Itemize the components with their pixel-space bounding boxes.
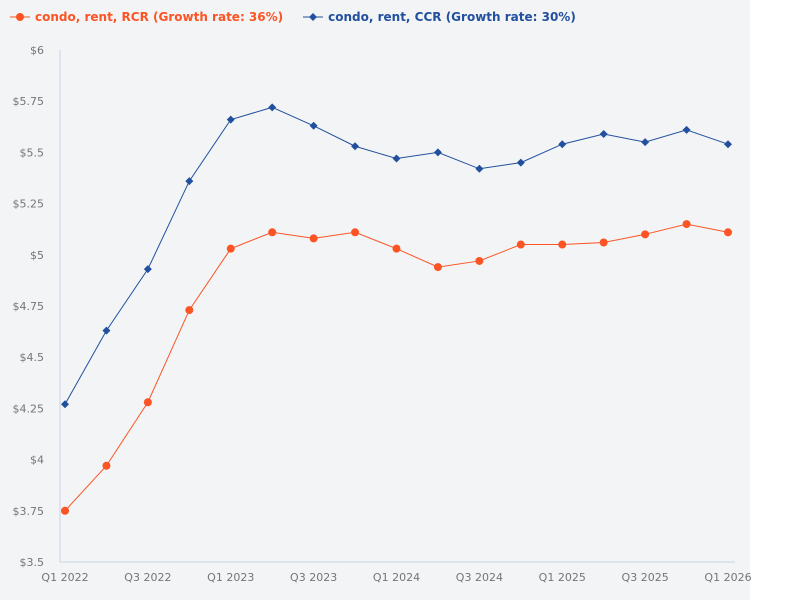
data-point	[268, 103, 277, 112]
data-point	[516, 158, 525, 167]
data-point	[475, 164, 484, 173]
data-point	[433, 263, 442, 272]
data-point	[641, 230, 650, 239]
data-point	[599, 238, 608, 247]
data-point	[309, 234, 318, 243]
x-tick-label: Q1 2022	[41, 571, 88, 584]
diamond-marker-icon	[303, 13, 324, 21]
y-tick-label: $3.5	[20, 556, 45, 569]
series-line-1	[64, 106, 729, 405]
x-tick-label: Q3 2022	[124, 571, 171, 584]
y-tick-label: $4.5	[20, 351, 45, 364]
data-point	[433, 148, 442, 157]
x-tick-label: Q1 2024	[373, 571, 420, 584]
data-point	[682, 125, 691, 134]
legend: condo, rent, RCR (Growth rate: 36%) cond…	[10, 10, 576, 24]
data-point	[516, 240, 525, 249]
data-point	[143, 265, 152, 274]
x-tick-label: Q1 2025	[539, 571, 586, 584]
data-point	[641, 138, 650, 147]
y-tick-label: $4.25	[13, 402, 45, 415]
plot-background	[0, 0, 750, 600]
data-point	[475, 256, 484, 265]
data-point	[558, 140, 567, 149]
data-point	[268, 228, 277, 237]
y-tick-label: $6	[30, 44, 44, 57]
data-point	[102, 326, 111, 335]
data-point	[682, 220, 691, 229]
legend-label-rcr: condo, rent, RCR (Growth rate: 36%)	[35, 10, 284, 24]
data-point	[309, 121, 318, 130]
x-tick-label: Q1 2023	[207, 571, 254, 584]
data-point	[392, 244, 401, 253]
data-point	[185, 177, 194, 186]
y-tick-label: $5.75	[13, 95, 45, 108]
data-point	[226, 244, 235, 253]
data-point	[102, 461, 111, 470]
y-tick-label: $5	[30, 249, 44, 262]
data-point	[351, 228, 360, 237]
y-tick-label: $4	[30, 454, 44, 467]
legend-label-ccr: condo, rent, CCR (Growth rate: 30%)	[328, 10, 576, 24]
y-tick-label: $3.75	[13, 505, 45, 518]
data-point	[392, 154, 401, 163]
data-point	[143, 398, 152, 407]
data-point	[351, 142, 360, 151]
data-point	[185, 306, 194, 315]
data-point	[724, 228, 732, 237]
y-tick-label: $5.5	[20, 146, 45, 159]
data-point	[61, 400, 69, 409]
legend-item-ccr[interactable]: condo, rent, CCR (Growth rate: 30%)	[303, 10, 576, 24]
y-tick-label: $4.75	[13, 300, 45, 313]
x-tick-label: Q1 2026	[704, 571, 751, 584]
circle-marker-icon	[10, 13, 30, 21]
series-line-0	[64, 223, 729, 512]
x-tick-label: Q3 2024	[456, 571, 503, 584]
data-point	[558, 240, 567, 249]
data-point	[724, 140, 732, 149]
x-tick-label: Q3 2025	[622, 571, 669, 584]
data-point	[226, 115, 235, 124]
data-point	[599, 129, 608, 138]
y-tick-label: $5.25	[13, 198, 45, 211]
data-point	[61, 506, 69, 515]
x-tick-label: Q3 2023	[290, 571, 337, 584]
legend-item-rcr[interactable]: condo, rent, RCR (Growth rate: 36%)	[10, 10, 283, 24]
